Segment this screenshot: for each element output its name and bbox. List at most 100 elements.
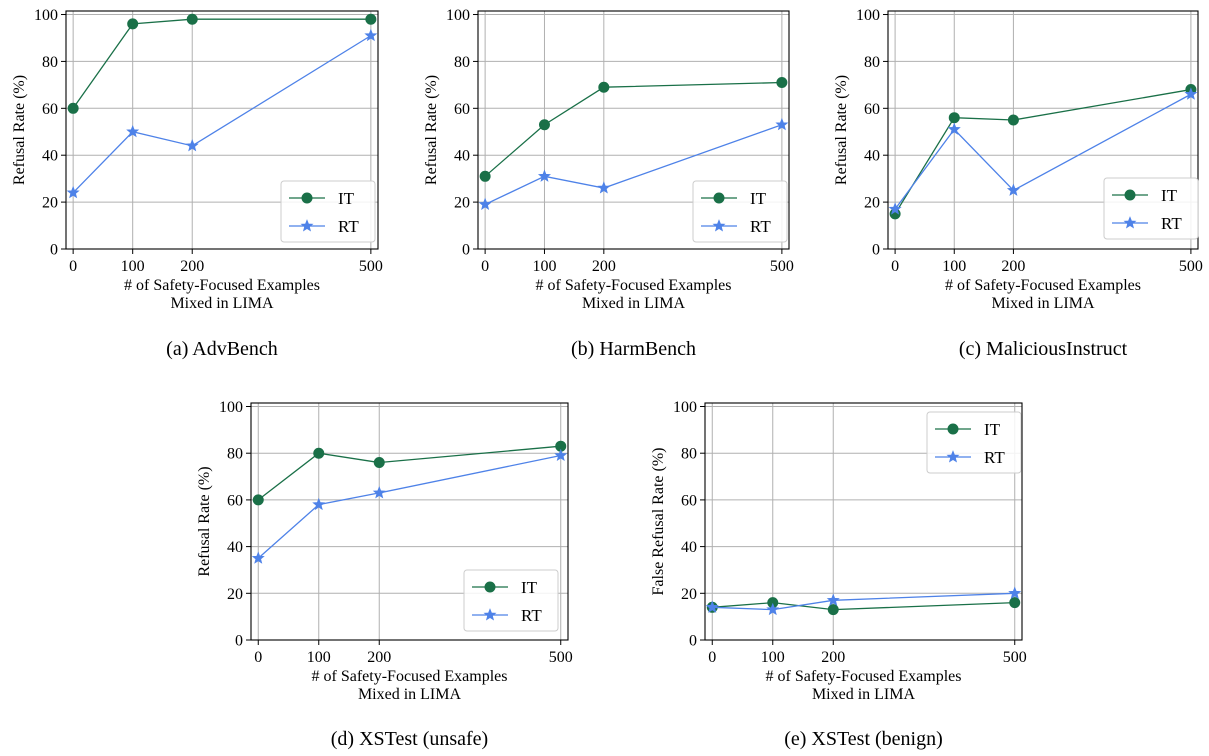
x-tick-label: 100 (942, 258, 966, 275)
series-RT (251, 448, 568, 564)
y-tick-label: 60 (681, 492, 697, 509)
legend-marker-IT (301, 192, 313, 204)
data-point-RT (597, 181, 611, 194)
x-axis-label-line-1: # of Safety-Focused Examples (312, 668, 508, 685)
data-point-RT (1008, 586, 1022, 599)
chart-caption: (c) MaliciousInstruct (959, 338, 1128, 360)
x-tick-label: 200 (180, 258, 204, 275)
legend-marker-RT (483, 608, 497, 621)
legend: IT RT (926, 411, 1022, 474)
legend-marker-RT (1123, 216, 1137, 229)
series-IT (479, 77, 788, 182)
x-tick-label: 0 (69, 258, 77, 275)
y-tick-label: 100 (34, 7, 58, 24)
x-tick-label: 500 (1179, 258, 1203, 275)
chart-panel-3: 0 100 200 500 0 20 40 60 80 100 Refusal Rate (%) # … (833, 7, 1203, 360)
legend: IT RT (280, 180, 376, 243)
x-axis-label-line-1: # of Safety-Focused Examples (766, 668, 962, 685)
data-point-IT (479, 170, 491, 182)
legend-box (692, 180, 788, 243)
series-line-IT (894, 88, 1192, 215)
legend-label-RT: RT (338, 217, 359, 236)
y-tick-label: 0 (689, 633, 697, 650)
y-tick-label: 60 (454, 101, 470, 118)
y-tick-label: 0 (50, 242, 58, 259)
y-tick-label: 20 (681, 586, 697, 603)
data-point-RT (826, 593, 840, 606)
x-tick-label: 500 (359, 258, 383, 275)
data-point-RT (372, 486, 386, 499)
legend: IT RT (692, 180, 788, 243)
data-point-RT (554, 448, 568, 462)
legend-label-IT: IT (338, 189, 355, 208)
series-IT (67, 13, 377, 114)
data-point-RT (126, 124, 140, 138)
series-line-RT (72, 35, 372, 194)
x-axis-label-line-1: # of Safety-Focused Examples (945, 277, 1141, 294)
data-point-RT (947, 122, 961, 135)
x-axis-label-line-2: Mixed in LIMA (991, 295, 1095, 312)
plot-frame (250, 402, 569, 641)
data-point-RT (478, 197, 492, 210)
series-line-IT (712, 601, 1015, 611)
chart-panel-4: 0 100 200 500 0 20 40 60 80 100 Refusal Rate (%) # … (196, 399, 573, 750)
chart-panel-2: 0 100 200 500 0 20 40 60 80 100 Refusal Rate (%) # … (423, 7, 794, 360)
legend-box (280, 180, 376, 243)
data-point-RT (185, 139, 199, 152)
x-tick-label: 100 (121, 258, 145, 275)
legend-marker-IT (1124, 189, 1136, 201)
x-tick-label: 0 (891, 258, 899, 275)
x-tick-label: 200 (1001, 258, 1025, 275)
x-tick-label: 500 (770, 258, 794, 275)
data-point-RT (364, 28, 378, 42)
data-point-IT (67, 102, 79, 114)
y-tick-label: 40 (864, 148, 880, 165)
y-axis-label: False Refusal Rate (%) (650, 448, 667, 596)
legend-marker-RT (300, 219, 314, 232)
y-axis-label: Refusal Rate (%) (196, 466, 213, 576)
chart-panel-5: 0 100 200 500 0 20 40 60 80 100 False Refusal Rate… (650, 399, 1027, 750)
chart-caption: (e) XSTest (benign) (784, 728, 943, 750)
x-tick-label: 100 (532, 258, 556, 275)
x-tick-label: 0 (708, 649, 716, 666)
legend-marker-RT (946, 450, 960, 463)
x-tick-label: 200 (367, 649, 391, 666)
data-point-IT (598, 81, 610, 93)
x-axis-label-line-2: Mixed in LIMA (358, 686, 462, 703)
plot-frame (477, 10, 790, 250)
x-tick-label: 0 (481, 258, 489, 275)
data-point-RT (766, 602, 780, 616)
data-point-IT (776, 77, 788, 89)
y-tick-label: 0 (235, 633, 243, 650)
y-tick-label: 0 (462, 242, 470, 259)
series-RT (66, 28, 378, 199)
y-axis-label: Refusal Rate (%) (423, 75, 440, 185)
y-tick-label: 40 (42, 148, 58, 165)
x-tick-label: 200 (821, 649, 845, 666)
data-point-RT (251, 551, 265, 564)
x-tick-label: 100 (761, 649, 785, 666)
legend-label-IT: IT (984, 420, 1001, 439)
y-tick-label: 60 (42, 101, 58, 118)
legend-box (463, 569, 559, 632)
chart-caption: (b) HarmBench (571, 338, 696, 360)
y-tick-label: 100 (673, 399, 697, 416)
plot-frame (704, 402, 1023, 641)
data-point-RT (1006, 183, 1020, 196)
x-axis-label-line-1: # of Safety-Focused Examples (536, 277, 732, 294)
legend-label-RT: RT (750, 217, 771, 236)
data-point-IT (252, 494, 264, 506)
y-tick-label: 80 (42, 54, 58, 71)
y-tick-label: 80 (681, 446, 697, 463)
legend-label-IT: IT (1161, 186, 1178, 205)
series-line-RT (894, 93, 1192, 210)
y-tick-label: 100 (856, 7, 880, 24)
data-point-IT (827, 604, 839, 616)
series-RT (478, 117, 789, 210)
series-RT (705, 586, 1022, 616)
legend-label-RT: RT (1161, 214, 1182, 233)
y-tick-label: 100 (446, 7, 470, 24)
y-tick-label: 80 (864, 54, 880, 71)
plot-frame (65, 10, 379, 250)
